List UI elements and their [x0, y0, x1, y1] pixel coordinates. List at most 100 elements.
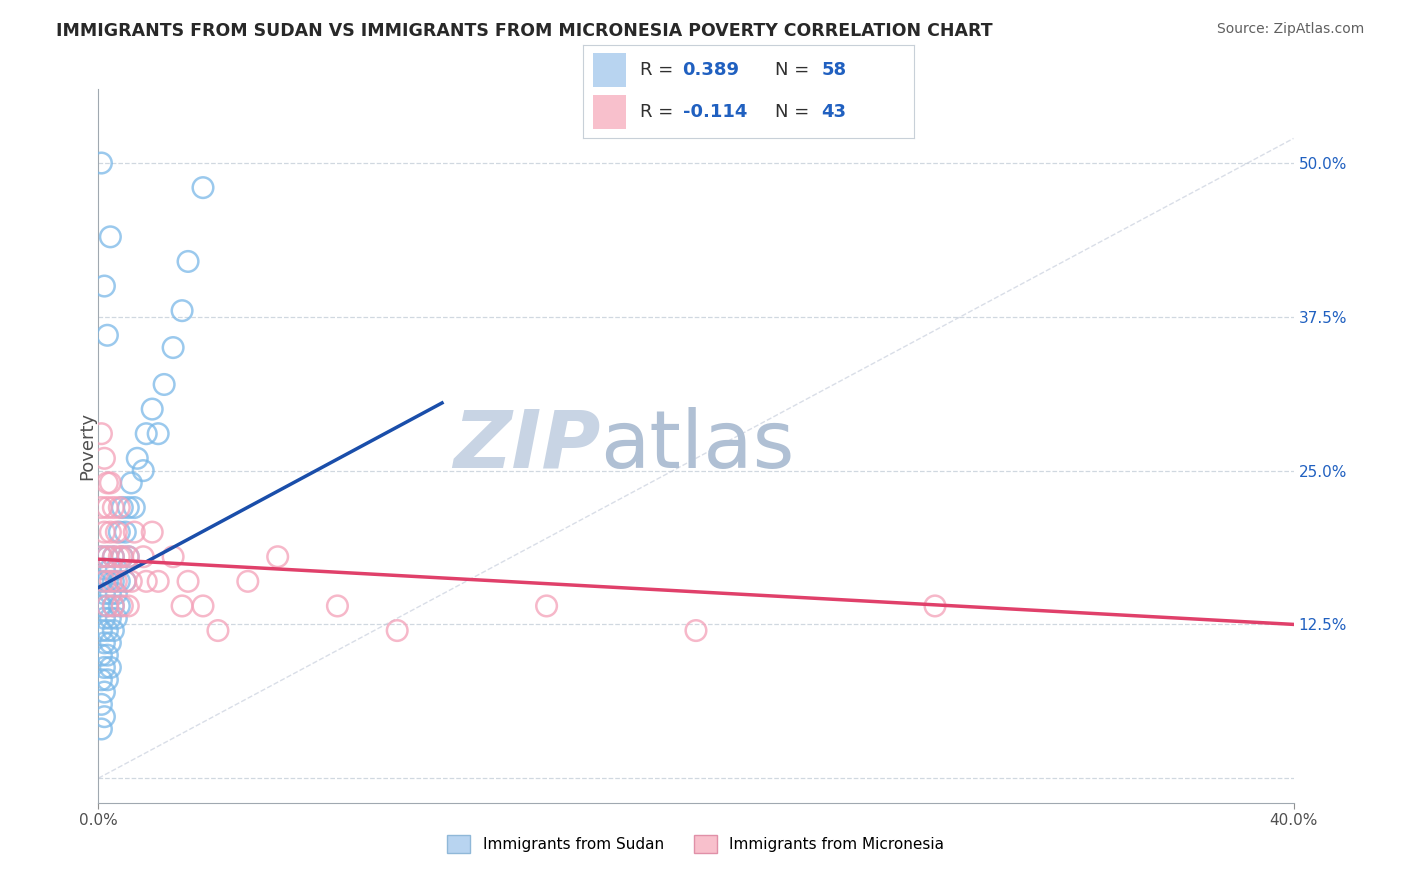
- Point: [177, 574, 200, 589]
- Point: [103, 624, 125, 638]
- Point: [93, 451, 115, 466]
- Point: [141, 525, 163, 540]
- Point: [148, 574, 170, 589]
- Point: [103, 549, 125, 564]
- Point: [90, 549, 112, 564]
- Point: [90, 673, 112, 687]
- Point: [536, 599, 558, 613]
- Point: [105, 525, 128, 540]
- Point: [90, 599, 112, 613]
- Point: [191, 599, 214, 613]
- Point: [90, 156, 112, 170]
- Text: -0.114: -0.114: [683, 103, 747, 121]
- Point: [98, 611, 122, 625]
- Text: 0.389: 0.389: [683, 61, 740, 78]
- Point: [127, 451, 149, 466]
- Point: [98, 230, 122, 244]
- Point: [96, 599, 118, 613]
- Point: [90, 426, 112, 441]
- Point: [105, 562, 128, 576]
- Point: [96, 648, 118, 662]
- Text: atlas: atlas: [600, 407, 794, 485]
- Text: N =: N =: [775, 103, 815, 121]
- Point: [117, 549, 139, 564]
- Point: [96, 549, 118, 564]
- Point: [114, 525, 136, 540]
- Point: [96, 475, 118, 490]
- Text: IMMIGRANTS FROM SUDAN VS IMMIGRANTS FROM MICRONESIA POVERTY CORRELATION CHART: IMMIGRANTS FROM SUDAN VS IMMIGRANTS FROM…: [56, 22, 993, 40]
- Point: [93, 611, 115, 625]
- Point: [98, 587, 122, 601]
- Point: [108, 574, 131, 589]
- Point: [98, 525, 122, 540]
- Point: [98, 636, 122, 650]
- Point: [191, 180, 214, 194]
- Point: [172, 303, 194, 318]
- Point: [207, 624, 229, 638]
- Text: N =: N =: [775, 61, 815, 78]
- Point: [114, 574, 136, 589]
- Point: [105, 611, 128, 625]
- Point: [135, 574, 157, 589]
- Point: [326, 599, 349, 613]
- Point: [141, 402, 163, 417]
- Point: [177, 254, 200, 268]
- Point: [90, 549, 112, 564]
- Point: [96, 599, 118, 613]
- Point: [103, 599, 125, 613]
- Point: [96, 500, 118, 515]
- Point: [162, 341, 184, 355]
- Y-axis label: Poverty: Poverty: [79, 412, 96, 480]
- Point: [117, 500, 139, 515]
- Text: 58: 58: [821, 61, 846, 78]
- Point: [236, 574, 259, 589]
- Text: Source: ZipAtlas.com: Source: ZipAtlas.com: [1216, 22, 1364, 37]
- Point: [108, 549, 131, 564]
- Point: [924, 599, 946, 613]
- Point: [96, 624, 118, 638]
- Point: [90, 722, 112, 736]
- Point: [135, 426, 157, 441]
- Point: [98, 574, 122, 589]
- Point: [90, 698, 112, 712]
- Point: [111, 549, 134, 564]
- Point: [111, 599, 134, 613]
- Point: [98, 562, 122, 576]
- Point: [93, 636, 115, 650]
- Point: [685, 624, 707, 638]
- Point: [105, 587, 128, 601]
- Point: [148, 426, 170, 441]
- Point: [93, 574, 115, 589]
- Point: [90, 574, 112, 589]
- Point: [93, 525, 115, 540]
- Point: [132, 464, 155, 478]
- Text: 43: 43: [821, 103, 846, 121]
- Text: R =: R =: [640, 103, 679, 121]
- Point: [111, 549, 134, 564]
- Point: [108, 525, 131, 540]
- Point: [117, 599, 139, 613]
- Point: [132, 549, 155, 564]
- Point: [103, 549, 125, 564]
- Point: [120, 574, 142, 589]
- Point: [96, 574, 118, 589]
- Point: [124, 525, 146, 540]
- Point: [93, 660, 115, 674]
- Point: [90, 500, 112, 515]
- Text: ZIP: ZIP: [453, 407, 600, 485]
- Point: [114, 574, 136, 589]
- Point: [108, 599, 131, 613]
- Legend: Immigrants from Sudan, Immigrants from Micronesia: Immigrants from Sudan, Immigrants from M…: [441, 829, 950, 859]
- Point: [93, 685, 115, 699]
- Point: [153, 377, 176, 392]
- Point: [90, 624, 112, 638]
- Point: [267, 549, 290, 564]
- Bar: [593, 95, 627, 129]
- Point: [90, 648, 112, 662]
- Point: [105, 574, 128, 589]
- Point: [162, 549, 184, 564]
- Point: [117, 549, 139, 564]
- Point: [172, 599, 194, 613]
- Point: [103, 599, 125, 613]
- Point: [93, 562, 115, 576]
